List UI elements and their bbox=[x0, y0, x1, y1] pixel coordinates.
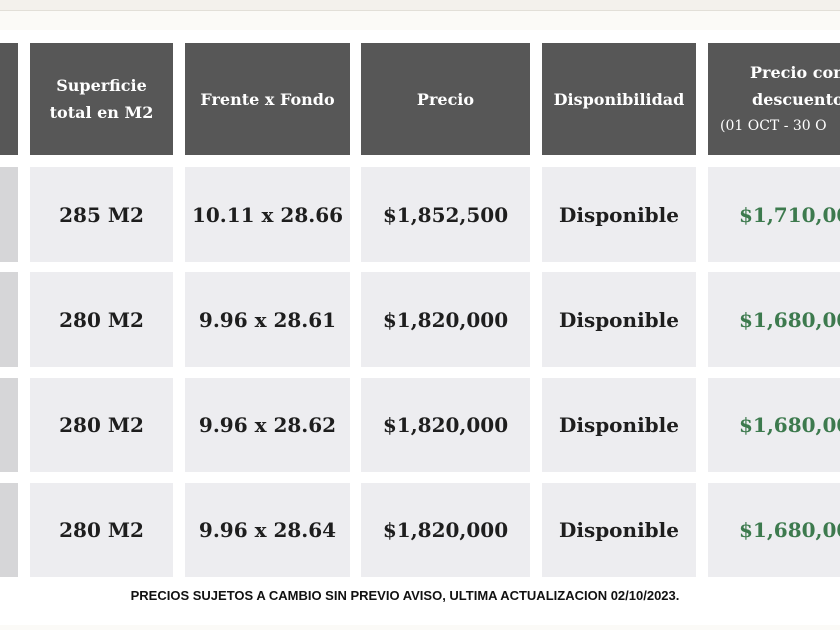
data-cell: $1,852,500 bbox=[361, 167, 530, 262]
stub-cell bbox=[0, 378, 18, 472]
stub-cell bbox=[0, 167, 18, 262]
footer-note: PRECIOS SUJETOS A CAMBIO SIN PREVIO AVIS… bbox=[130, 588, 680, 603]
data-cell: $1,680,000 bbox=[708, 483, 840, 577]
stub-cell bbox=[0, 43, 18, 155]
data-cell: $1,820,000 bbox=[361, 483, 530, 577]
data-cell: $1,820,000 bbox=[361, 378, 530, 472]
data-cell: Disponible bbox=[542, 378, 696, 472]
header-text: descuento bbox=[752, 89, 840, 109]
data-cell: $1,680,000 bbox=[708, 272, 840, 367]
data-cell: 280 M2 bbox=[30, 272, 173, 367]
header-text: Frente x Fondo bbox=[200, 89, 335, 109]
data-cell: 280 M2 bbox=[30, 483, 173, 577]
data-cell: Disponible bbox=[542, 167, 696, 262]
data-cell: 9.96 x 28.61 bbox=[185, 272, 350, 367]
data-cell: 9.96 x 28.64 bbox=[185, 483, 350, 577]
data-cell: $1,710,000 bbox=[708, 167, 840, 262]
header-cell: Superficie total en M2 bbox=[30, 43, 173, 155]
header-cell: Precio con descuento (01 OCT - 30 O bbox=[708, 43, 840, 155]
data-cell: Disponible bbox=[542, 272, 696, 367]
top-band bbox=[0, 0, 840, 11]
header-cell: Disponibilidad bbox=[542, 43, 696, 155]
data-cell: $1,680,000 bbox=[708, 378, 840, 472]
data-cell: 9.96 x 28.62 bbox=[185, 378, 350, 472]
header-cell: Precio bbox=[361, 43, 530, 155]
header-text: (01 OCT - 30 O bbox=[720, 117, 827, 134]
header-text: Superficie bbox=[56, 76, 147, 95]
data-cell: 285 M2 bbox=[30, 167, 173, 262]
stub-cell bbox=[0, 483, 18, 577]
stub-cell bbox=[0, 272, 18, 367]
header-cell: Frente x Fondo bbox=[185, 43, 350, 155]
header-text: Precio bbox=[416, 89, 475, 109]
data-cell: 10.11 x 28.66 bbox=[185, 167, 350, 262]
data-cell: 280 M2 bbox=[30, 378, 173, 472]
header-text: Precio con bbox=[750, 62, 840, 82]
data-cell: $1,820,000 bbox=[361, 272, 530, 367]
header-text: Disponibilidad bbox=[553, 89, 685, 109]
header-text: total en M2 bbox=[49, 103, 154, 122]
data-cell: Disponible bbox=[542, 483, 696, 577]
